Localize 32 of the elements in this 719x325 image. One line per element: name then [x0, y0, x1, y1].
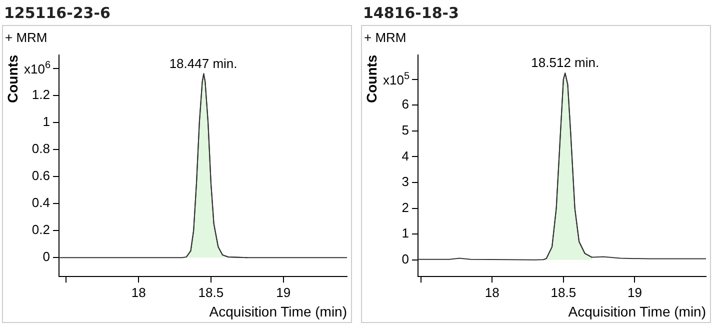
- y-tick-label: 0: [402, 251, 409, 266]
- annotation: 18.512 min.: [531, 55, 600, 70]
- text: + MRM: [364, 30, 406, 45]
- y-tick-label: 4: [402, 148, 409, 164]
- x-tick-label: 19: [276, 284, 291, 300]
- x-tick-label: 18: [484, 284, 500, 300]
- y-tick-label: 0.6: [32, 168, 50, 184]
- y-tick-label: 0.4: [32, 195, 50, 210]
- y-tick-label: 3: [402, 174, 409, 190]
- x-tick-label: 18.5: [198, 284, 224, 300]
- text: + MRM: [5, 30, 48, 45]
- y-tick-label: 2: [402, 200, 409, 215]
- y-tick-label: 6: [402, 96, 409, 112]
- chart-title: 125116-23-6: [4, 4, 110, 22]
- x-tick-label: 18.5: [550, 284, 576, 300]
- y-tick-label: 5: [402, 122, 409, 138]
- y-tick-label: 0: [42, 249, 50, 264]
- x-axis-title: Acquisition Time (min): [209, 303, 347, 320]
- x-tick-label: 19: [627, 284, 642, 300]
- y-axis-title: Counts: [4, 54, 20, 104]
- y-tick-label: 0.2: [32, 222, 50, 238]
- y-tick-label: 1: [42, 114, 50, 129]
- y-tick-label: 1: [402, 226, 409, 241]
- x-tick-label: 18: [131, 284, 146, 300]
- annotation: 18.447 min.: [169, 56, 238, 71]
- y-tick-label: 0.8: [32, 141, 50, 156]
- y-axis-title: Counts: [363, 54, 380, 104]
- chart-title: 14816-18-3: [363, 4, 459, 22]
- text: x10$^{6}$: [24, 60, 51, 77]
- y-tick-label: 1.2: [32, 86, 50, 102]
- x-axis-title: Acquisition Time (min): [568, 303, 706, 320]
- text: x10$^{5}$: [383, 71, 410, 88]
